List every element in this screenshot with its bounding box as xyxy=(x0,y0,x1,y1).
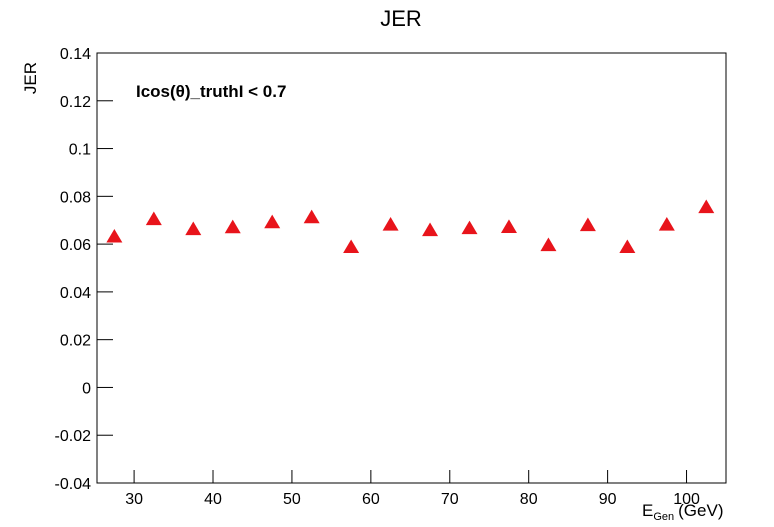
y-tick-label: 0.02 xyxy=(60,333,91,350)
y-axis-label: JER xyxy=(21,62,40,94)
x-axis-label: EGen (GeV) xyxy=(642,501,723,523)
y-tick-label: 0.1 xyxy=(69,142,91,159)
y-tick-label: -0.04 xyxy=(55,476,92,493)
y-tick-label: -0.02 xyxy=(55,428,92,445)
x-label-sub: Gen xyxy=(653,511,674,523)
data-point xyxy=(145,211,162,226)
data-point xyxy=(698,199,715,214)
data-point xyxy=(579,217,596,232)
x-label-unit: (GeV) xyxy=(678,501,723,520)
y-tick-label: 0.14 xyxy=(60,46,91,63)
x-tick-label: 60 xyxy=(362,491,380,508)
x-tick-label: 80 xyxy=(520,491,538,508)
data-point xyxy=(303,209,320,224)
x-label-base: E xyxy=(642,501,653,520)
data-point xyxy=(540,237,557,252)
data-point xyxy=(619,239,636,254)
x-tick-label: 70 xyxy=(441,491,459,508)
annotation: Icos(θ)_truthI < 0.7 xyxy=(136,82,286,101)
y-tick-label: 0 xyxy=(82,380,91,397)
y-tick-label: 0.12 xyxy=(60,94,91,111)
chart-title: JER xyxy=(380,6,422,31)
y-tick-label: 0.06 xyxy=(60,237,91,254)
x-tick-label: 100 xyxy=(673,491,700,508)
y-tick-label: 0.08 xyxy=(60,189,91,206)
x-tick-label: 40 xyxy=(204,491,222,508)
data-point xyxy=(382,217,399,231)
data-point xyxy=(185,221,202,236)
data-point xyxy=(461,220,478,235)
x-tick-label: 50 xyxy=(283,491,301,508)
data-point xyxy=(264,214,281,229)
data-point xyxy=(343,239,360,254)
x-tick-label: 30 xyxy=(125,491,143,508)
x-tick-label: 90 xyxy=(599,491,617,508)
data-point xyxy=(658,217,675,231)
y-tick-label: 0.04 xyxy=(60,285,91,302)
plot-frame xyxy=(96,52,727,484)
data-point xyxy=(106,228,123,243)
data-point xyxy=(422,222,439,237)
data-point xyxy=(500,219,517,233)
data-point xyxy=(224,219,241,234)
